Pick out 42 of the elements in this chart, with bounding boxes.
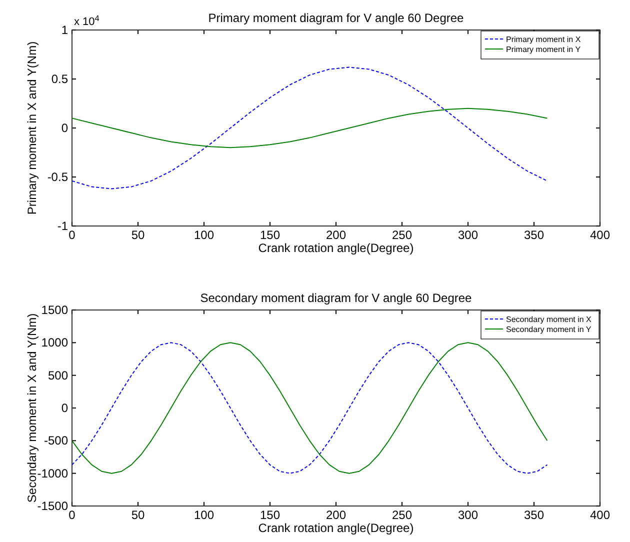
x-tick-label: 50 — [131, 508, 145, 522]
y-tick-label: -1 — [57, 219, 68, 233]
x-tick-label: 400 — [590, 508, 610, 522]
y-tick-label: 0.5 — [51, 72, 68, 86]
line-series — [72, 66, 548, 190]
legend-label: Secondary moment in Y — [506, 325, 592, 334]
legend-label: Primary moment in Y — [506, 45, 582, 54]
x-tick-label: 100 — [194, 228, 214, 242]
line-series — [72, 108, 548, 148]
x-tick-label: 150 — [260, 228, 280, 242]
line-series — [72, 342, 548, 474]
x-tick-label: 300 — [458, 508, 478, 522]
y-axis-title: Primary moment in X and Y(Nm) — [25, 41, 39, 215]
chart-title: Primary moment diagram for V angle 60 Degree — [208, 11, 464, 25]
x-tick-label: 350 — [524, 228, 544, 242]
x-axis-title: Crank rotation angle(Degree) — [258, 241, 414, 255]
chart-title: Secondary moment diagram for V angle 60 Degree — [200, 291, 472, 305]
y-axis-title: Secondary moment in X and Y(Nm) — [25, 313, 39, 503]
x-tick-label: 250 — [392, 228, 412, 242]
legend-label: Primary moment in X — [506, 35, 582, 44]
x-tick-label: 150 — [260, 508, 280, 522]
x-tick-label: 400 — [590, 228, 610, 242]
x-tick-label: 350 — [524, 508, 544, 522]
y-tick-label: 0 — [61, 121, 68, 135]
x-tick-label: 300 — [458, 228, 478, 242]
text: x 10$^{4}$ — [74, 14, 100, 28]
y-tick-label: 1 — [61, 23, 68, 37]
y-tick-label: 1000 — [41, 336, 68, 350]
y-tick-label: 0 — [61, 401, 68, 415]
x-tick-label: 200 — [326, 508, 346, 522]
x-tick-label: 100 — [194, 508, 214, 522]
y-tick-label: -0.5 — [47, 170, 68, 184]
y-tick-label: -500 — [44, 434, 68, 448]
x-tick-label: 200 — [326, 228, 346, 242]
x-tick-label: 50 — [131, 228, 145, 242]
legend-label: Secondary moment in X — [506, 315, 592, 324]
y-tick-label: 500 — [48, 368, 68, 382]
y-tick-label: 1500 — [41, 303, 68, 317]
y-tick-label: -1000 — [37, 466, 68, 480]
x-axis-title: Crank rotation angle(Degree) — [258, 521, 414, 535]
y-tick-label: -1500 — [37, 499, 68, 513]
x-tick-label: 250 — [392, 508, 412, 522]
